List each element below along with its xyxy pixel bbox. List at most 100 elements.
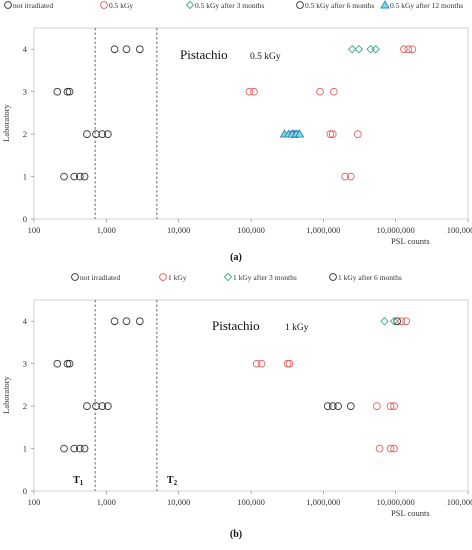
point-not-irradiated bbox=[104, 130, 112, 138]
threshold-label: T1 bbox=[73, 475, 84, 487]
x-axis-label-a: PSL counts bbox=[391, 236, 430, 246]
axes-b: 0 1 2 3 4 100 1,000 10,000 100,000 1,000,000 10,00… bbox=[23, 316, 472, 507]
point-not-irradiated bbox=[80, 444, 89, 453]
legend-marker-0-5-kgy-after-6-months bbox=[296, 1, 304, 9]
points-a bbox=[53, 44, 417, 181]
y-tick-label: 0 bbox=[23, 486, 27, 496]
point-0-5-kgy bbox=[330, 87, 338, 96]
x-axis-label-b: PSL counts bbox=[391, 508, 430, 518]
x-tick-label: 100 bbox=[28, 225, 41, 235]
point-1-kgy bbox=[285, 359, 294, 368]
caption-b: (b) bbox=[230, 529, 242, 540]
point-1-kgy bbox=[386, 444, 395, 453]
point-not-irradiated bbox=[135, 317, 144, 326]
point-1-kgy bbox=[386, 402, 395, 410]
point-not-irradiated bbox=[70, 172, 79, 181]
point-0-5-kgy bbox=[326, 130, 335, 138]
grid-a bbox=[94, 28, 158, 219]
y-tick-label: 1 bbox=[23, 172, 27, 182]
point-0-5-kgy bbox=[408, 45, 417, 54]
legend-label: not irradiated bbox=[13, 1, 53, 10]
point-0-5-kgy bbox=[346, 172, 355, 181]
legend-label: not irradiated bbox=[80, 273, 120, 282]
legend-marker-1-kgy-after-3-months bbox=[223, 272, 233, 282]
point-not-irradiated bbox=[135, 45, 144, 54]
point-not-irradiated bbox=[70, 444, 79, 453]
legend-label: 0.5 kGy after 12 months bbox=[390, 1, 463, 10]
point-0-5-kgy-after-12-months bbox=[294, 129, 305, 138]
chart-b: not irradiated 1 kGy 1 kGy after 3 months 1… bbox=[1, 272, 472, 540]
x-tick-label: 100,000,000 bbox=[447, 225, 472, 235]
y-tick-label: 3 bbox=[23, 87, 27, 97]
point-0-5-kgy-after-3-months bbox=[371, 44, 380, 54]
point-1-kgy-after-6-months bbox=[323, 402, 332, 410]
point-not-irradiated bbox=[122, 45, 131, 54]
point-0-5-kgy bbox=[341, 172, 349, 181]
point-0-5-kgy bbox=[250, 87, 258, 96]
legend-marker-not-irradiated bbox=[4, 1, 12, 9]
point-1-kgy bbox=[373, 402, 381, 410]
point-not-irradiated bbox=[65, 359, 74, 368]
y-tick-label: 2 bbox=[23, 401, 27, 411]
point-1-kgy bbox=[257, 359, 266, 368]
point-1-kgy bbox=[390, 402, 398, 410]
x-tick-label: 1,000 bbox=[97, 497, 116, 507]
legend-marker-1-kgy-after-6-months bbox=[329, 273, 337, 281]
legend-label: 0.5 kGy after 3 months bbox=[195, 1, 264, 10]
point-not-irradiated bbox=[53, 87, 62, 96]
point-0-5-kgy bbox=[316, 87, 324, 96]
point-not-irradiated bbox=[75, 444, 84, 453]
axes-a: 0 1 2 3 4 100 1,000 10,000 100,000 1,000,000 10,00… bbox=[23, 44, 472, 235]
point-not-irradiated bbox=[83, 130, 91, 138]
points-b bbox=[53, 316, 411, 453]
y-tick-label: 4 bbox=[23, 316, 28, 326]
chart-subtitle-a: 0.5 kGy bbox=[250, 52, 281, 62]
point-1-kgy bbox=[375, 444, 384, 453]
point-not-irradiated bbox=[65, 87, 74, 96]
legend-label: 1 kGy after 6 months bbox=[338, 273, 402, 282]
legend-label: 1 kGy bbox=[168, 273, 187, 282]
point-0-5-kgy bbox=[404, 45, 413, 54]
legend-marker-0-5-kgy-after-12-months bbox=[380, 0, 390, 9]
chart-title-b: Pistachio bbox=[212, 318, 260, 333]
point-0-5-kgy bbox=[245, 87, 254, 96]
point-1-kgy-after-6-months bbox=[328, 402, 337, 410]
point-1-kgy bbox=[252, 359, 261, 368]
point-not-irradiated bbox=[83, 402, 91, 410]
point-0-5-kgy-after-3-months bbox=[347, 44, 357, 54]
x-tick-label: 10,000,000 bbox=[377, 225, 415, 235]
legend-marker-not-irradiated bbox=[71, 273, 79, 281]
y-tick-label: 4 bbox=[23, 44, 28, 54]
legend-label: 0.5 kGy after 6 months bbox=[305, 1, 374, 10]
point-not-irradiated bbox=[92, 130, 100, 138]
legend-marker-0-5-kgy bbox=[100, 1, 108, 9]
point-not-irradiated bbox=[92, 402, 100, 410]
x-tick-label: 10,000 bbox=[167, 225, 190, 235]
point-1-kgy-after-6-months bbox=[393, 317, 402, 326]
y-tick-label: 2 bbox=[23, 129, 27, 139]
point-not-irradiated bbox=[53, 359, 62, 368]
point-not-irradiated bbox=[104, 402, 112, 410]
x-tick-label: 100,000 bbox=[237, 225, 265, 235]
threshold-label: T2 bbox=[167, 475, 178, 487]
point-1-kgy bbox=[390, 444, 398, 453]
point-1-kgy-after-3-months bbox=[389, 316, 399, 326]
point-not-irradiated bbox=[98, 130, 107, 138]
y-tick-label: 1 bbox=[23, 444, 27, 454]
point-not-irradiated bbox=[63, 87, 72, 96]
point-0-5-kgy-after-3-months bbox=[354, 44, 364, 54]
x-tick-label: 100,000 bbox=[237, 497, 265, 507]
point-0-5-kgy-after-3-months bbox=[366, 44, 375, 54]
point-not-irradiated bbox=[60, 172, 68, 181]
legend-label: 0.5 kGy bbox=[109, 1, 133, 10]
x-tick-label: 100 bbox=[28, 497, 41, 507]
x-tick-label: 1,000,000 bbox=[306, 225, 340, 235]
point-1-kgy bbox=[283, 359, 292, 368]
grid-b: T1 T2 bbox=[73, 300, 178, 491]
legend-a: not irradiated 0.5 kGy 0.5 kGy after 3 mon… bbox=[4, 0, 463, 10]
y-axis-label-b: Laboratory bbox=[1, 375, 11, 414]
point-not-irradiated bbox=[60, 444, 68, 453]
x-tick-label: 10,000,000 bbox=[377, 497, 415, 507]
point-0-5-kgy bbox=[353, 130, 362, 138]
